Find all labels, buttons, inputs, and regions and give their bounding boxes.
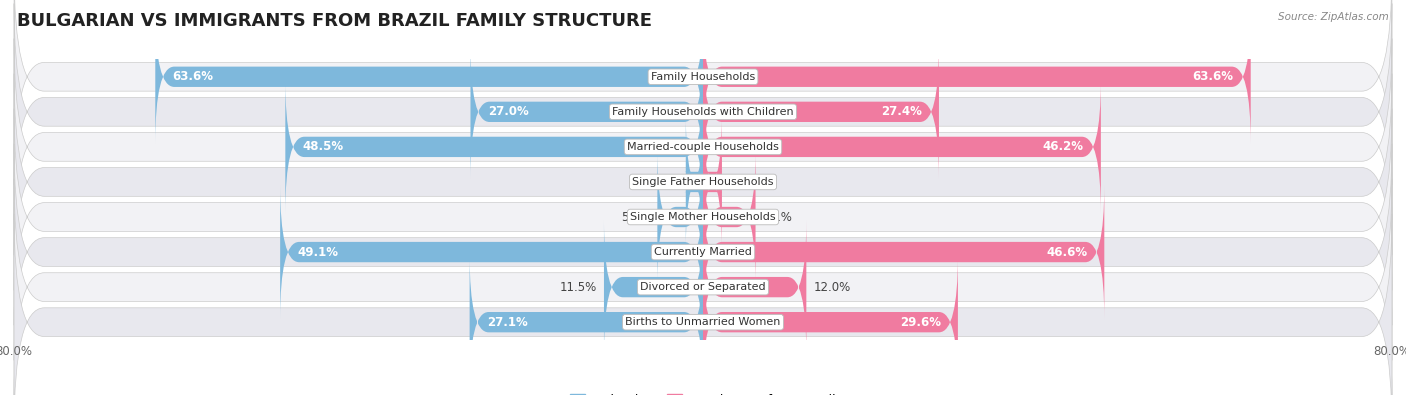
FancyBboxPatch shape [285, 80, 703, 214]
FancyBboxPatch shape [14, 109, 1392, 325]
FancyBboxPatch shape [703, 80, 1101, 214]
FancyBboxPatch shape [280, 185, 703, 319]
Text: Source: ZipAtlas.com: Source: ZipAtlas.com [1278, 12, 1389, 22]
FancyBboxPatch shape [470, 255, 703, 389]
Text: 5.3%: 5.3% [621, 211, 651, 224]
Text: 27.4%: 27.4% [882, 105, 922, 118]
Text: 27.0%: 27.0% [488, 105, 529, 118]
FancyBboxPatch shape [14, 214, 1392, 395]
Text: 6.1%: 6.1% [762, 211, 793, 224]
FancyBboxPatch shape [703, 220, 807, 354]
Text: 2.0%: 2.0% [650, 175, 679, 188]
Text: Family Households: Family Households [651, 72, 755, 82]
FancyBboxPatch shape [605, 220, 703, 354]
FancyBboxPatch shape [14, 144, 1392, 360]
FancyBboxPatch shape [703, 150, 755, 284]
FancyBboxPatch shape [703, 185, 1104, 319]
FancyBboxPatch shape [703, 255, 957, 389]
FancyBboxPatch shape [703, 10, 1251, 144]
Text: Currently Married: Currently Married [654, 247, 752, 257]
Text: 46.2%: 46.2% [1043, 140, 1084, 153]
FancyBboxPatch shape [14, 179, 1392, 395]
Text: 27.1%: 27.1% [486, 316, 527, 329]
FancyBboxPatch shape [155, 10, 703, 144]
FancyBboxPatch shape [685, 115, 704, 249]
FancyBboxPatch shape [703, 115, 721, 249]
Text: 11.5%: 11.5% [560, 280, 598, 293]
Legend: Bulgarian, Immigrants from Brazil: Bulgarian, Immigrants from Brazil [565, 389, 841, 395]
FancyBboxPatch shape [658, 150, 703, 284]
Text: Divorced or Separated: Divorced or Separated [640, 282, 766, 292]
Text: 29.6%: 29.6% [900, 316, 941, 329]
Text: Single Father Households: Single Father Households [633, 177, 773, 187]
Text: 2.2%: 2.2% [728, 175, 759, 188]
Text: 46.6%: 46.6% [1046, 246, 1087, 259]
FancyBboxPatch shape [14, 73, 1392, 290]
Text: 49.1%: 49.1% [298, 246, 339, 259]
Text: 48.5%: 48.5% [302, 140, 343, 153]
Text: Births to Unmarried Women: Births to Unmarried Women [626, 317, 780, 327]
Text: 12.0%: 12.0% [813, 280, 851, 293]
Text: 63.6%: 63.6% [173, 70, 214, 83]
FancyBboxPatch shape [14, 4, 1392, 220]
FancyBboxPatch shape [703, 45, 939, 179]
Text: Family Households with Children: Family Households with Children [612, 107, 794, 117]
Text: Married-couple Households: Married-couple Households [627, 142, 779, 152]
Text: Single Mother Households: Single Mother Households [630, 212, 776, 222]
Text: 63.6%: 63.6% [1192, 70, 1233, 83]
FancyBboxPatch shape [14, 0, 1392, 185]
FancyBboxPatch shape [471, 45, 703, 179]
Text: BULGARIAN VS IMMIGRANTS FROM BRAZIL FAMILY STRUCTURE: BULGARIAN VS IMMIGRANTS FROM BRAZIL FAMI… [17, 12, 652, 30]
FancyBboxPatch shape [14, 39, 1392, 255]
